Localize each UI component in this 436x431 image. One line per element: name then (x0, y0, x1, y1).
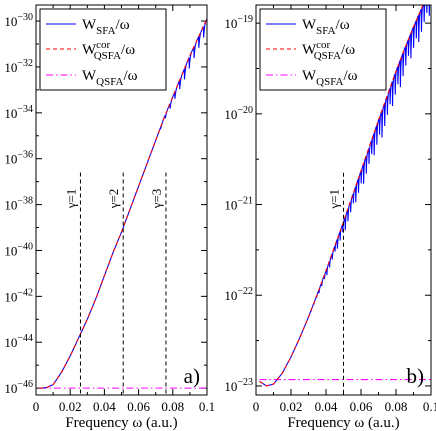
gamma-label: γ=1 (63, 189, 78, 210)
legend-label: Wcor QSFA/ω (82, 39, 135, 62)
legend-label: Wcor QSFA/ω (302, 39, 355, 62)
legend-label: WQSFA/ω (302, 68, 358, 88)
legend-label: WSFA/ω (302, 17, 350, 37)
y-tick-label: 10−40 (4, 241, 33, 258)
x-tick-label: 0 (33, 399, 40, 414)
gamma-label: γ=3 (149, 189, 164, 210)
x-axis-label: Frequency ω (a.u.) (287, 415, 399, 431)
x-tick-label: 0.02 (59, 399, 82, 414)
x-tick-label: 0.06 (350, 399, 373, 414)
x-tick-label: 0.06 (127, 399, 150, 414)
gamma-label: γ=2 (106, 189, 121, 210)
series-line-1 (259, 5, 424, 387)
y-tick-label: 10−42 (4, 287, 33, 304)
x-tick-label: 0.1 (423, 399, 436, 414)
plot-area (39, 18, 207, 389)
y-tick-label: 10−19 (224, 14, 253, 31)
legend-label: WQSFA/ω (82, 68, 138, 88)
y-tick-label: 10−32 (4, 58, 33, 75)
x-tick-label: 0 (253, 399, 260, 414)
y-tick-label: 10−30 (4, 12, 33, 29)
y-tick-label: 10−20 (224, 105, 253, 122)
x-tick-label: 0.02 (280, 399, 303, 414)
plot-frame (255, 4, 432, 396)
plot-area (259, 5, 431, 387)
y-tick-label: 10−22 (224, 286, 253, 303)
plot-frame (35, 4, 208, 396)
panel-label: b) (407, 364, 425, 388)
series-line-1 (39, 18, 207, 389)
x-axis-label: Frequency ω (a.u.) (65, 415, 177, 431)
x-tick-label: 0.04 (93, 399, 116, 414)
y-tick-label: 10−23 (224, 377, 253, 394)
y-tick-label: 10−38 (4, 196, 33, 213)
chart-panel-a: 0 0.02 0.04 0.06 0.08 0.1 10−30 10−32 10−34 10−36… (4, 4, 215, 431)
panel-label: a) (184, 364, 200, 388)
chart-panel-b: 0 0.02 0.04 0.06 0.08 0.1 10−19 10−20 10−21 10−22… (224, 4, 436, 431)
x-tick-label: 0.08 (385, 399, 408, 414)
gamma-label: γ=1 (327, 189, 342, 210)
y-tick-label: 10−44 (4, 333, 33, 350)
x-tick-label: 0.1 (199, 399, 215, 414)
y-tick-label: 10−46 (4, 379, 33, 396)
x-tick-label: 0.08 (161, 399, 184, 414)
y-tick-label: 10−21 (224, 196, 253, 213)
x-tick-label: 0.04 (315, 399, 338, 414)
y-tick-label: 10−34 (4, 104, 33, 121)
series-line-0 (259, 5, 431, 387)
y-tick-label: 10−36 (4, 150, 33, 167)
legend-label: WSFA/ω (82, 17, 130, 37)
